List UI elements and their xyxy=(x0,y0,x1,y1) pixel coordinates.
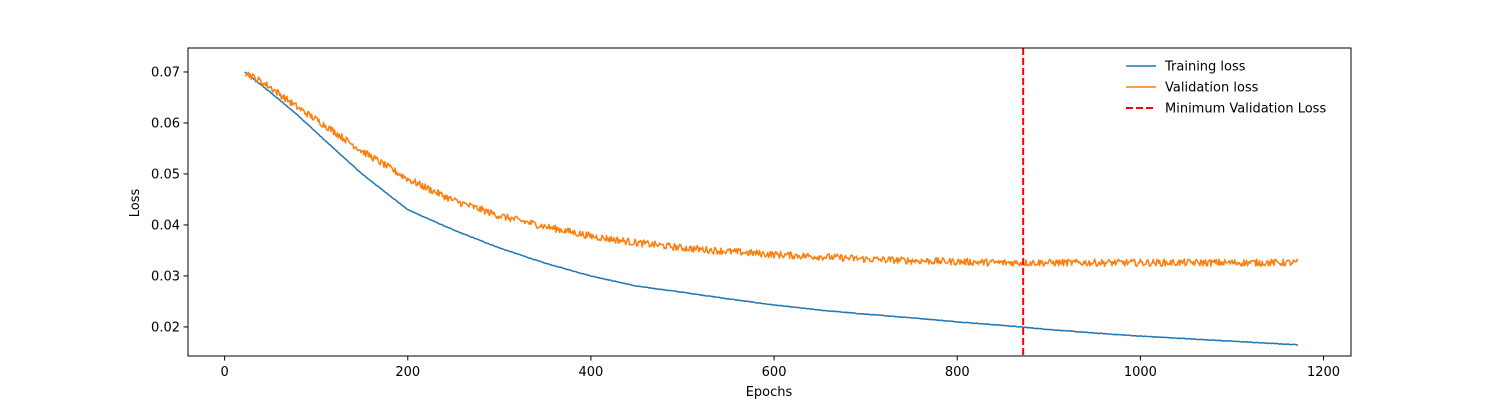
legend: Training loss Validation loss Minimum Vali… xyxy=(1126,60,1326,117)
y-tick-label: 0.06 xyxy=(151,116,180,131)
series-line-validation-loss xyxy=(244,71,1299,267)
y-axis: 0.02 0.03 0.04 0.05 0.06 0.07 xyxy=(151,65,188,335)
x-axis-title: Epochs xyxy=(746,385,793,400)
series-layer xyxy=(244,71,1299,346)
x-tick-label: 800 xyxy=(945,365,970,380)
y-tick-label: 0.02 xyxy=(151,320,180,335)
legend-label-minimum-validation-loss: Minimum Validation Loss xyxy=(1165,102,1326,117)
x-tick-label: 1000 xyxy=(1124,365,1157,380)
y-tick-label: 0.03 xyxy=(151,269,180,284)
x-tick-label: 1200 xyxy=(1307,365,1340,380)
plot-frame xyxy=(187,47,1352,357)
x-tick-label: 0 xyxy=(220,365,228,380)
y-axis-title: Loss xyxy=(128,189,143,218)
x-axis: 0 200 400 600 800 1000 1200 xyxy=(220,356,1340,380)
y-tick-label: 0.07 xyxy=(151,65,180,80)
x-tick-label: 400 xyxy=(579,365,604,380)
legend-label-validation-loss: Validation loss xyxy=(1165,81,1259,96)
y-tick-label: 0.05 xyxy=(151,167,180,182)
x-tick-label: 600 xyxy=(762,365,787,380)
y-tick-label: 0.04 xyxy=(151,218,180,233)
legend-label-training-loss: Training loss xyxy=(1164,60,1246,75)
x-tick-label: 200 xyxy=(395,365,420,380)
series-line-training-loss xyxy=(244,71,1298,346)
